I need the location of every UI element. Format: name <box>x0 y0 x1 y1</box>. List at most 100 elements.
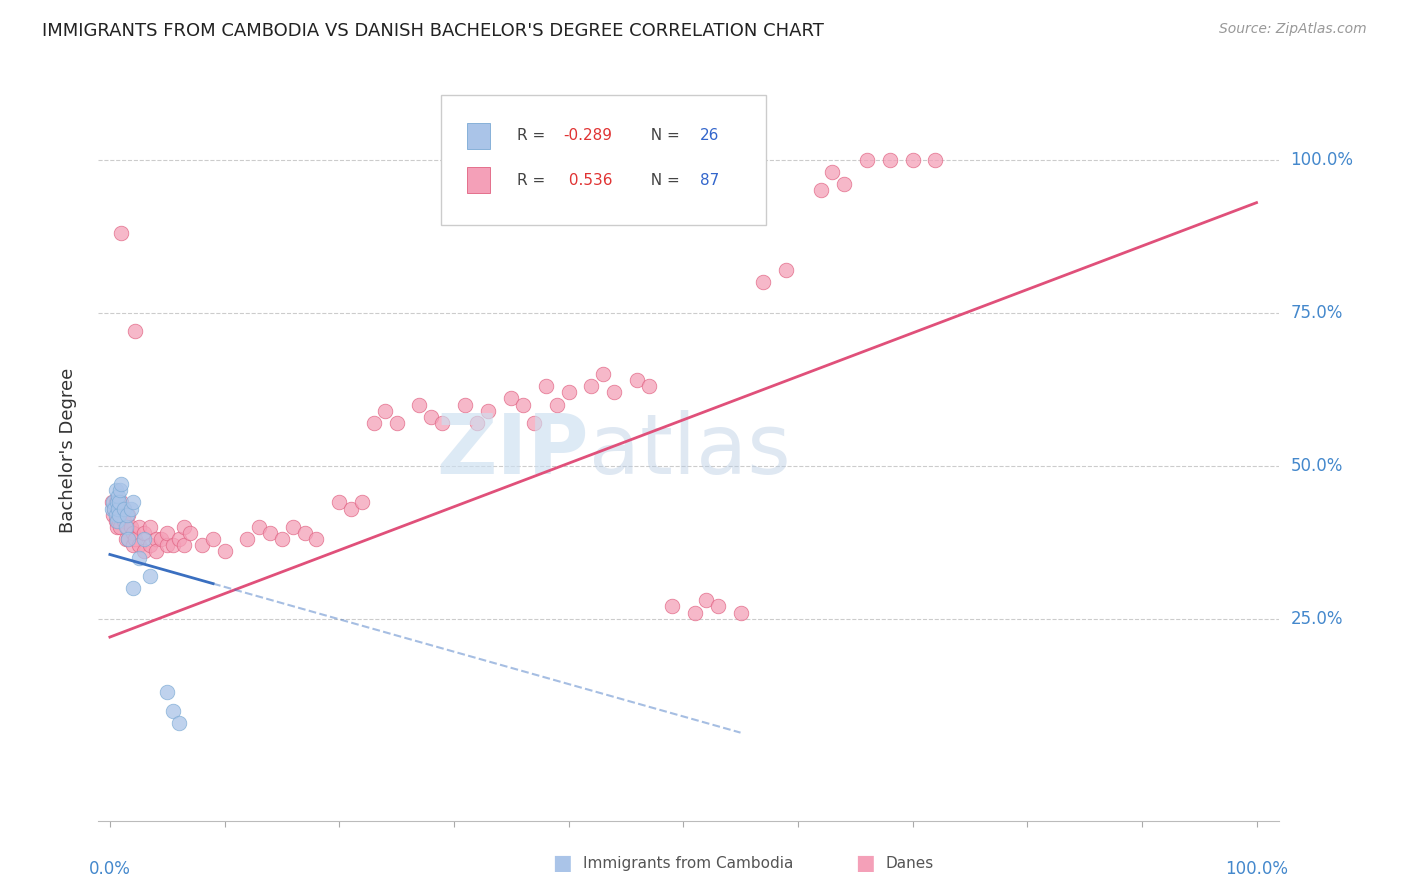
Point <box>108 483 131 498</box>
FancyBboxPatch shape <box>441 95 766 225</box>
Text: ZIP: ZIP <box>436 410 589 491</box>
Point <box>121 538 143 552</box>
Point <box>855 153 877 167</box>
Point <box>162 538 184 552</box>
Point <box>101 501 124 516</box>
Point <box>124 532 146 546</box>
Point <box>775 263 797 277</box>
Point <box>637 379 659 393</box>
Point <box>108 514 131 528</box>
Point <box>112 514 135 528</box>
Point <box>128 520 150 534</box>
Point <box>156 526 179 541</box>
Point <box>108 501 131 516</box>
Point <box>104 514 127 528</box>
Text: R =: R = <box>516 128 550 144</box>
Point <box>128 550 150 565</box>
Point <box>752 275 775 289</box>
Point <box>104 508 127 522</box>
Point <box>821 165 844 179</box>
Point <box>283 520 305 534</box>
Point <box>139 569 162 583</box>
Text: ■: ■ <box>855 854 875 873</box>
Point <box>108 508 131 522</box>
Point <box>173 538 195 552</box>
Point <box>134 526 156 541</box>
Text: IMMIGRANTS FROM CAMBODIA VS DANISH BACHELOR'S DEGREE CORRELATION CHART: IMMIGRANTS FROM CAMBODIA VS DANISH BACHE… <box>42 22 824 40</box>
Text: atlas: atlas <box>589 410 790 491</box>
Point <box>534 379 557 393</box>
Text: 87: 87 <box>700 173 718 187</box>
Point <box>167 715 190 730</box>
Point <box>810 183 832 197</box>
Point <box>139 538 162 552</box>
Point <box>202 532 225 546</box>
Text: Danes: Danes <box>886 856 934 871</box>
Point <box>110 495 132 509</box>
Point <box>108 520 131 534</box>
Point <box>363 416 385 430</box>
Point <box>236 532 259 546</box>
Point <box>352 495 374 509</box>
Point <box>110 477 132 491</box>
Text: 0.0%: 0.0% <box>89 860 131 878</box>
Point <box>557 385 579 400</box>
Point <box>103 501 125 516</box>
Point <box>695 593 717 607</box>
Point <box>247 520 270 534</box>
Bar <box>467 123 489 149</box>
Point <box>115 520 138 534</box>
Point <box>328 495 350 509</box>
Point <box>107 495 129 509</box>
Y-axis label: Bachelor's Degree: Bachelor's Degree <box>59 368 77 533</box>
Point <box>105 495 128 509</box>
Point <box>626 373 648 387</box>
Point <box>512 398 534 412</box>
Point <box>190 538 212 552</box>
Text: 0.536: 0.536 <box>564 173 612 187</box>
Point <box>162 704 184 718</box>
Point <box>523 416 546 430</box>
Point <box>432 416 454 430</box>
Text: Source: ZipAtlas.com: Source: ZipAtlas.com <box>1219 22 1367 37</box>
Text: 75.0%: 75.0% <box>1291 304 1343 322</box>
Point <box>110 226 132 240</box>
Point <box>408 398 430 412</box>
Point <box>501 392 523 406</box>
Point <box>107 508 129 522</box>
Point <box>173 520 195 534</box>
Point <box>546 398 568 412</box>
Point <box>115 508 138 522</box>
Text: ■: ■ <box>553 854 572 873</box>
Text: 25.0%: 25.0% <box>1291 610 1343 628</box>
Point <box>112 501 135 516</box>
Text: 26: 26 <box>700 128 718 144</box>
Point <box>117 532 139 546</box>
Point <box>339 501 361 516</box>
Point <box>121 495 143 509</box>
Point <box>270 532 292 546</box>
Point <box>115 532 138 546</box>
Point <box>105 520 128 534</box>
Point <box>124 324 146 338</box>
Point <box>832 178 855 192</box>
Point <box>150 532 173 546</box>
Point <box>879 153 901 167</box>
Point <box>128 538 150 552</box>
Point <box>134 532 156 546</box>
Point <box>145 544 167 558</box>
Point <box>139 520 162 534</box>
Point <box>108 495 131 509</box>
Point <box>592 367 614 381</box>
Point <box>117 508 139 522</box>
Point <box>156 538 179 552</box>
Point <box>156 685 179 699</box>
Text: 100.0%: 100.0% <box>1291 151 1354 169</box>
Point <box>120 520 142 534</box>
Point <box>104 483 127 498</box>
Point <box>120 501 142 516</box>
Text: Immigrants from Cambodia: Immigrants from Cambodia <box>583 856 794 871</box>
Bar <box>467 168 489 194</box>
Point <box>465 416 488 430</box>
Point <box>115 520 138 534</box>
